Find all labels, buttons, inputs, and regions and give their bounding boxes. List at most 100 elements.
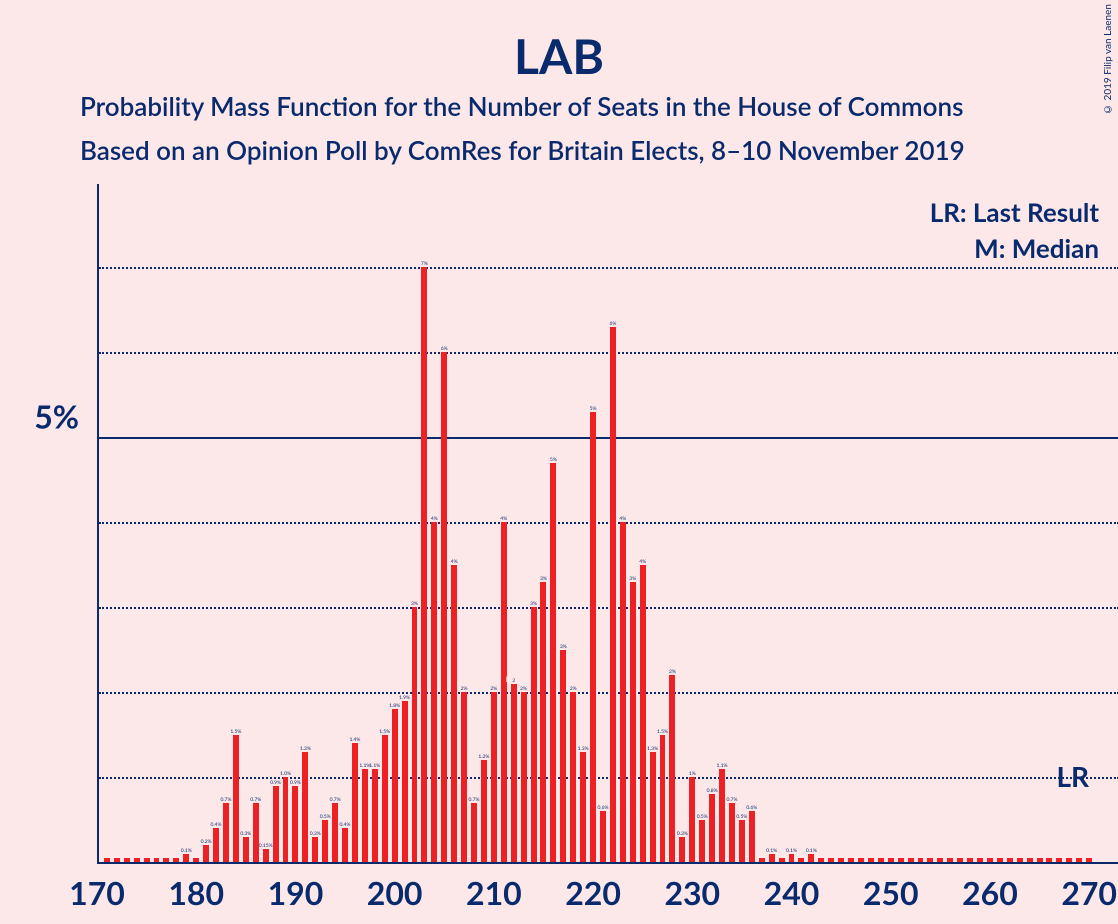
bar: 0.6%: [600, 811, 606, 862]
chart-title: LAB: [0, 28, 1118, 85]
bar: [134, 858, 140, 862]
bar: [947, 858, 953, 862]
bar: 1.9%: [402, 701, 408, 863]
bar-value-label: 0.1%: [766, 848, 777, 854]
bar-value-label: 6%: [609, 321, 616, 327]
y-axis: [97, 184, 99, 864]
bar: [987, 858, 993, 862]
bar: 1.5%: [660, 735, 666, 863]
x-tick-label: 190: [268, 873, 324, 912]
bar-value-label: 0.1%: [181, 848, 192, 854]
bar-value-label: 4%: [451, 559, 458, 565]
bar: 6%: [441, 352, 447, 862]
bar: [779, 858, 785, 862]
bar: 4%: [640, 565, 646, 863]
bar: 2%: [521, 692, 527, 862]
x-tick-label: 230: [664, 873, 720, 912]
bar-value-label: 0.2%: [201, 839, 212, 845]
bar: 0.1%: [769, 854, 775, 863]
bar-value-label: 1.3%: [300, 746, 311, 752]
bar-value-label: 1.1%: [717, 763, 728, 769]
bar: 0.7%: [332, 803, 338, 863]
bar-value-label: 1.8%: [389, 703, 400, 709]
bar-value-label: 2%: [570, 686, 577, 692]
bar: [1076, 858, 1082, 862]
bar: 1.2%: [481, 760, 487, 862]
bar-value-label: 2%: [669, 669, 676, 675]
bar-value-label: 7%: [421, 261, 428, 267]
bar: 1.8%: [392, 709, 398, 862]
bar: 1.4%: [352, 743, 358, 862]
bar-value-label: 1%: [689, 771, 696, 777]
bar-value-label: 0.5%: [697, 814, 708, 820]
bar: 7%: [421, 267, 427, 862]
gridline-major: [99, 437, 1118, 439]
bar: 0.7%: [223, 803, 229, 863]
bar-value-label: 3%: [411, 601, 418, 607]
bar: [967, 858, 973, 862]
bar: 4%: [431, 522, 437, 862]
bar: [163, 858, 169, 862]
bar: 0.1%: [789, 854, 795, 863]
bar: 0.9%: [273, 786, 279, 863]
bar-value-label: 0.6%: [746, 805, 757, 811]
bar: 0.5%: [739, 820, 745, 863]
bar: 0.5%: [699, 820, 705, 863]
bar-value-label: 0.7%: [220, 797, 231, 803]
bar-value-label: 5%: [590, 406, 597, 412]
bar: [977, 858, 983, 862]
bar: 3%: [540, 582, 546, 863]
bar: 1.3%: [650, 752, 656, 863]
bar-value-label: 1.1%: [369, 763, 380, 769]
chart-subtitle-1: Probability Mass Function for the Number…: [80, 90, 963, 122]
bar: 5%: [590, 412, 596, 863]
copyright-text: © 2019 Filip van Laenen: [1102, 4, 1114, 115]
bar: [937, 858, 943, 862]
bar: [888, 858, 894, 862]
bar: [1007, 858, 1013, 862]
bar-value-label: 4%: [619, 516, 626, 522]
y-tick-label: 5%: [34, 397, 79, 436]
x-tick-label: 260: [962, 873, 1018, 912]
bar: 1.1%: [362, 769, 368, 863]
gridline-minor: [99, 352, 1118, 354]
bar: 1.1%: [719, 769, 725, 863]
bar: 2: [511, 684, 517, 863]
x-tick-label: 180: [168, 873, 224, 912]
bar-value-label: 1.5%: [230, 729, 241, 735]
x-axis: [97, 862, 1118, 864]
bar-value-label: 0.7%: [330, 797, 341, 803]
bar-value-label: 0.8%: [707, 788, 718, 794]
bar: 1.1%: [372, 769, 378, 863]
bar: 1.5%: [233, 735, 239, 863]
last-result-annotation: LR: [1056, 759, 1089, 793]
bar: [124, 858, 130, 862]
x-tick-label: 240: [764, 873, 820, 912]
bar: 1.5%: [382, 735, 388, 863]
bar: 0.3%: [312, 837, 318, 863]
bar: 3%: [630, 582, 636, 863]
bar-value-label: 0.6%: [597, 805, 608, 811]
bar-value-label: 0.5%: [320, 814, 331, 820]
bar-value-label: 5%: [550, 457, 557, 463]
bar: 3%: [531, 607, 537, 862]
bar: 0.1%: [183, 854, 189, 863]
bar: [878, 858, 884, 862]
bar: 4%: [451, 565, 457, 863]
bar-value-label: 3%: [530, 601, 537, 607]
bar: 4%: [620, 522, 626, 862]
bar: [908, 858, 914, 862]
bar: 4%: [501, 522, 507, 862]
bar: 1.3%: [302, 752, 308, 863]
gridline-minor: [99, 607, 1118, 609]
bar: 2%: [491, 692, 497, 862]
bar-value-label: 0.4%: [340, 822, 351, 828]
bar: 0.2%: [203, 845, 209, 862]
bar: [104, 858, 110, 862]
bar-value-label: 3%: [560, 644, 567, 650]
bar: 5%: [550, 463, 556, 863]
bar-value-label: 4%: [431, 516, 438, 522]
bar: 0.3%: [243, 837, 249, 863]
bar-value-label: 2%: [490, 686, 497, 692]
chart-container: LAB Probability Mass Function for the Nu…: [0, 0, 1118, 924]
